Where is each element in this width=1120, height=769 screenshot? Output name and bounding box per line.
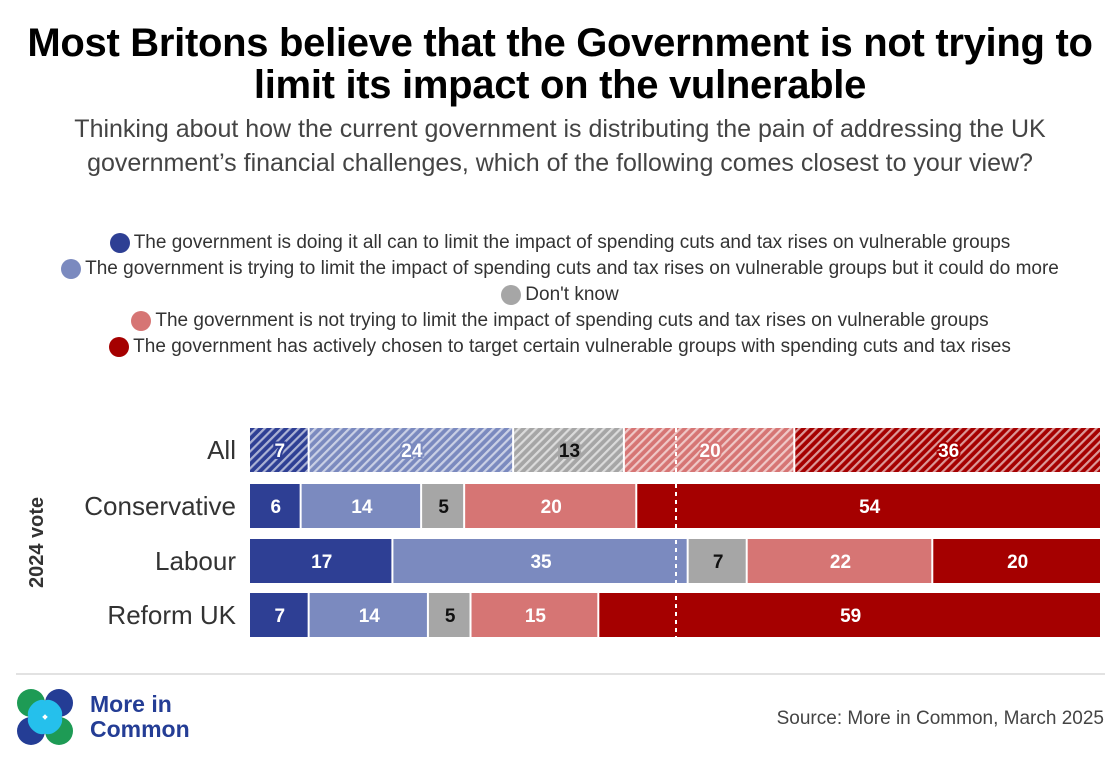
bar-segment: [599, 593, 1100, 637]
data-label: 22: [830, 552, 851, 573]
data-label: 20: [700, 441, 721, 462]
data-label: 6: [271, 497, 282, 518]
legend-label: The government is doing it all can to li…: [133, 232, 1011, 253]
bar-segment: [309, 428, 513, 472]
chart-title: Most Britons believe that the Government…: [27, 21, 1093, 107]
bar-segment: [250, 428, 308, 472]
data-label: 14: [351, 497, 373, 518]
data-label: 14: [359, 606, 381, 627]
bar-segment: [514, 428, 623, 472]
data-label: 20: [541, 497, 562, 518]
bar-segment: [422, 484, 464, 528]
bar-segment: [250, 593, 308, 637]
data-label: 13: [559, 441, 580, 462]
legend-label: Don't know: [525, 284, 619, 305]
category-label: Conservative: [84, 491, 236, 521]
data-label: 5: [445, 606, 456, 627]
bar-segment: [933, 539, 1100, 583]
data-label: 59: [840, 606, 861, 627]
legend-item: Don't know: [20, 282, 1100, 308]
bar-segment: [428, 593, 470, 637]
data-label: 7: [275, 606, 286, 627]
data-label: 7: [713, 552, 724, 573]
data-label: 24: [401, 441, 423, 462]
more-in-common-logo: [17, 689, 73, 745]
data-label: 35: [530, 552, 552, 573]
data-label: 15: [525, 606, 547, 627]
chart-subtitle: Thinking about how the current governmen…: [74, 115, 1046, 177]
brand-name: More in Common: [90, 692, 190, 742]
bar-segment: [301, 484, 421, 528]
bar-segment: [250, 539, 392, 583]
data-label: 54: [859, 497, 881, 518]
legend-label: The government is trying to limit the im…: [85, 258, 1059, 279]
data-label: 17: [311, 552, 332, 573]
data-label: 36: [938, 441, 959, 462]
category-label: Reform UK: [107, 600, 236, 630]
divider: [16, 673, 1105, 675]
brand-line-2: Common: [90, 716, 190, 742]
data-label: 7: [275, 441, 286, 462]
bar-segment: [309, 593, 427, 637]
legend-item: The government is doing it all can to li…: [20, 230, 1100, 256]
bar-segment: [250, 484, 300, 528]
bar-segment: [688, 539, 746, 583]
bar-segment: [795, 428, 1100, 472]
legend-item: The government is trying to limit the im…: [20, 256, 1100, 282]
category-label: All: [207, 435, 236, 465]
category-label: Labour: [155, 546, 236, 576]
legend-swatch: [131, 311, 152, 331]
legend-label: The government is not trying to limit th…: [155, 310, 989, 331]
legend-swatch: [109, 233, 130, 253]
legend: The government is doing it all can to li…: [20, 230, 1100, 360]
y-axis-label: 2024 vote: [26, 496, 48, 588]
bar-segment: [471, 593, 598, 637]
source-note: Source: More in Common, March 2025: [776, 708, 1104, 729]
legend-item: The government has actively chosen to ta…: [20, 334, 1100, 360]
bar-segment: [637, 484, 1100, 528]
bar-segment: [624, 428, 794, 472]
legend-swatch: [501, 285, 522, 305]
legend-swatch: [61, 259, 82, 279]
brand-line-1: More in: [90, 691, 172, 717]
bar-segment: [393, 539, 687, 583]
bar-chart: All 7 24 13 20 36 Conservative 6 14 5 20 54 Labour 17…: [84, 428, 1100, 637]
data-label: 20: [1007, 552, 1028, 573]
bar-segment: [747, 539, 932, 583]
legend-label: The government has actively chosen to ta…: [133, 336, 1011, 357]
legend-swatch: [109, 337, 130, 357]
legend-item: The government is not trying to limit th…: [20, 308, 1100, 334]
data-label: 5: [438, 497, 449, 518]
bar-segment: [465, 484, 636, 528]
